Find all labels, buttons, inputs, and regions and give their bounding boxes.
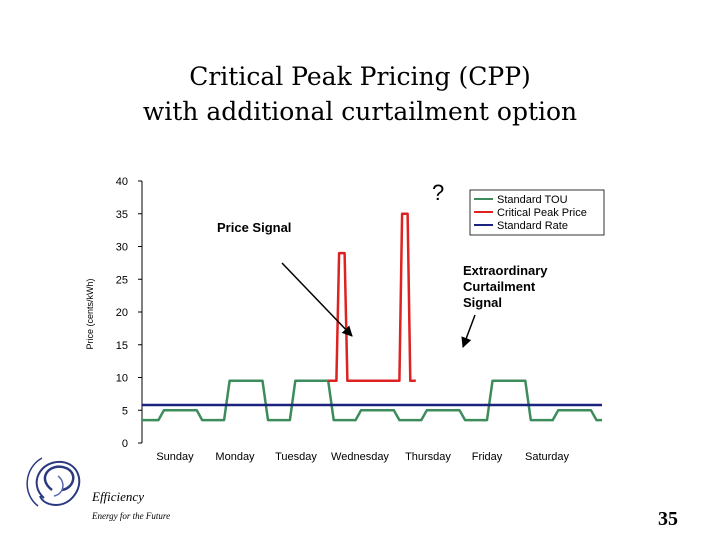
x-category-label: Saturday xyxy=(525,451,570,463)
legend-label-standard-tou: Standard TOU xyxy=(497,194,568,206)
series-line-standard-tou xyxy=(142,379,602,422)
legend-label-critical-peak-price: Critical Peak Price xyxy=(497,207,587,219)
chart-axes: 0 5 10 15 20 25 30 35 40 Price (cents/kWh) Sunday M… xyxy=(85,176,570,463)
y-tick-label: 10 xyxy=(116,373,128,385)
curtailment-arrow xyxy=(461,314,476,348)
curtailment-annotation-line3: Signal xyxy=(463,295,502,310)
y-tick-label: 25 xyxy=(116,274,128,286)
chart-legend: Standard TOU Critical Peak Price Standar… xyxy=(469,189,605,236)
curtailment-annotation-line2: Curtailment xyxy=(463,279,536,294)
y-tick-label: 15 xyxy=(116,340,128,352)
efficiency-logo-icon xyxy=(26,457,81,507)
legend-label-standard-rate: Standard Rate xyxy=(497,220,568,232)
curtailment-annotation-line1: Extraordinary xyxy=(463,263,548,278)
x-category-label: Monday xyxy=(215,451,255,463)
x-category-label: Tuesday xyxy=(275,451,317,463)
y-axis-label: Price (cents/kWh) xyxy=(85,278,95,349)
y-tick-label: 35 xyxy=(116,209,128,221)
y-tick-label: 40 xyxy=(116,176,128,188)
slide-title-line2: with additional curtailment option xyxy=(142,97,578,126)
price-signal-annotation: Price Signal xyxy=(217,220,291,235)
logo-text-efficiency: Efficiency xyxy=(92,489,144,504)
series-line-critical-peak-price xyxy=(328,212,416,383)
chart-series xyxy=(142,212,602,422)
y-tick-label: 20 xyxy=(116,307,128,319)
slide-title-line1: Critical Peak Pricing (CPP) xyxy=(189,62,531,91)
y-tick-label: 0 xyxy=(122,438,128,450)
y-tick-label: 5 xyxy=(122,405,128,417)
price-signal-arrow xyxy=(281,262,353,337)
page-number: 35 xyxy=(658,508,678,530)
x-category-label: Sunday xyxy=(156,451,194,463)
x-category-label: Wednesday xyxy=(331,451,389,463)
x-category-label: Friday xyxy=(472,451,503,463)
x-category-label: Thursday xyxy=(405,451,451,463)
logo-text-tagline: Energy for the Future xyxy=(92,511,171,521)
question-mark-annotation: ? xyxy=(432,180,444,205)
y-tick-label: 30 xyxy=(116,242,128,254)
